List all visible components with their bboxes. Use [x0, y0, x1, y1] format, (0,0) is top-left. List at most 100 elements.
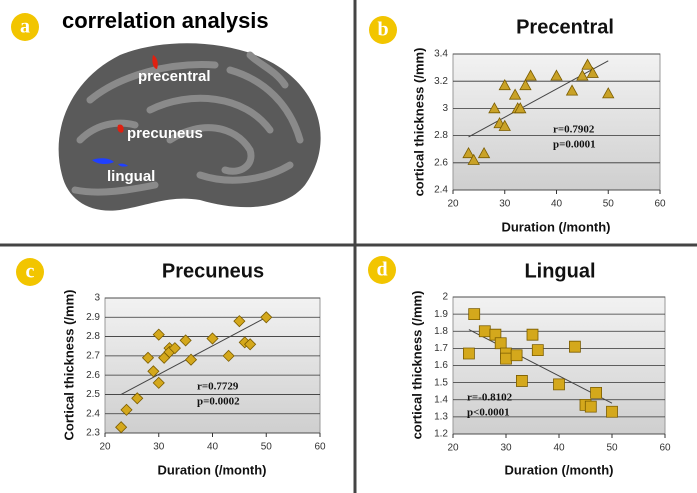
- panel-letter: a: [20, 16, 30, 38]
- panel-letter: d: [376, 259, 387, 281]
- annotation: p=0.0001: [553, 139, 596, 151]
- panel-badge: [11, 13, 39, 41]
- point: [531, 344, 544, 356]
- y-tick-label: 3.4: [434, 49, 448, 60]
- point: [206, 332, 219, 345]
- annotation: p<0.0001: [467, 407, 510, 419]
- point: [565, 84, 579, 96]
- cluster: [92, 158, 114, 165]
- point: [519, 78, 532, 91]
- x-tick-label: 20: [99, 442, 111, 453]
- y-axis-label: cortical thickness (/mm): [411, 48, 426, 197]
- point: [462, 146, 475, 159]
- trendline: [468, 60, 609, 138]
- point: [131, 392, 144, 405]
- annotation: p=0.0002: [197, 396, 240, 408]
- gyri: [71, 51, 304, 196]
- point: [477, 146, 491, 159]
- x-tick-label: 40: [551, 199, 563, 210]
- chart-title: Precuneus: [162, 260, 264, 282]
- point: [468, 308, 481, 321]
- y-tick-label: 1.7: [434, 343, 448, 354]
- x-tick-label: 20: [447, 443, 459, 454]
- cluster: [152, 55, 158, 69]
- y-tick-label: 3.2: [434, 76, 448, 87]
- panel-letter: c: [26, 261, 35, 283]
- y-tick-label: 1.4: [434, 394, 448, 405]
- annotation: r=0.7729: [197, 381, 239, 393]
- y-tick-label: 1.6: [434, 360, 448, 371]
- point: [569, 340, 581, 353]
- y-tick-label: 1.9: [434, 309, 448, 320]
- point: [500, 352, 512, 365]
- point: [553, 378, 565, 391]
- trendline: [468, 329, 613, 404]
- y-tick-label: 2.4: [434, 185, 448, 196]
- x-tick-label: 30: [499, 199, 511, 210]
- point: [168, 342, 181, 355]
- point: [524, 69, 537, 81]
- y-tick-label: 2.9: [86, 312, 100, 323]
- y-tick-label: 1.3: [434, 412, 448, 423]
- point: [494, 337, 507, 350]
- point: [602, 87, 615, 99]
- point: [260, 311, 273, 324]
- point: [179, 334, 192, 347]
- x-axis-label: Duration (/month): [501, 219, 610, 234]
- x-axis-label: Duration (/month): [157, 462, 266, 477]
- x-tick-label: 50: [261, 442, 273, 453]
- x-tick-label: 30: [500, 443, 512, 454]
- x-tick-label: 30: [153, 442, 165, 453]
- point: [184, 353, 198, 366]
- x-tick-label: 40: [553, 443, 565, 454]
- point: [120, 403, 133, 416]
- panel-title: correlation analysis: [62, 8, 269, 33]
- x-axis-label: Duration (/month): [504, 462, 613, 477]
- y-tick-label: 2.8: [86, 331, 100, 342]
- y-tick-label: 1.5: [434, 377, 448, 388]
- point: [606, 405, 618, 418]
- point: [550, 69, 563, 81]
- region-label: lingual: [107, 168, 155, 185]
- point: [498, 78, 511, 91]
- point: [516, 375, 528, 387]
- point: [152, 376, 165, 389]
- point: [467, 153, 480, 165]
- y-tick-label: 2.4: [86, 408, 100, 419]
- x-tick-label: 50: [606, 443, 618, 454]
- point: [586, 66, 599, 78]
- point: [463, 347, 475, 360]
- point: [222, 349, 235, 362]
- y-tick-label: 1.2: [434, 429, 448, 440]
- point: [514, 102, 527, 114]
- y-tick-label: 2.3: [86, 428, 100, 439]
- panel-badge: [369, 16, 397, 44]
- point: [526, 328, 539, 341]
- y-tick-label: 2.7: [86, 350, 100, 361]
- point: [115, 421, 128, 434]
- point: [152, 328, 165, 341]
- y-tick-label: 3: [94, 293, 100, 304]
- chart-title: Lingual: [524, 260, 595, 282]
- chart: c Precuneus 2.3 2.4 2.5 2.6 2.7 2.8 2.9 3 20 30 40 50…: [16, 258, 326, 477]
- chart: d Lingual 1.2 1.3 1.4 1.5 1.6 1.7 1.8 1.9 2 20 30 40 5…: [368, 256, 671, 477]
- y-tick-label: 3: [442, 103, 448, 114]
- point: [141, 351, 155, 364]
- y-axis-label: Cortical thickness (/mm): [61, 290, 76, 441]
- x-tick-label: 60: [654, 199, 666, 210]
- point: [508, 88, 522, 100]
- x-tick-label: 60: [659, 443, 671, 454]
- x-tick-label: 20: [447, 199, 459, 210]
- x-tick-label: 50: [603, 199, 615, 210]
- panel-letter: b: [377, 19, 388, 41]
- cluster: [118, 163, 128, 167]
- annotation: r=0.7902: [553, 124, 595, 136]
- panel-badge: [16, 258, 44, 286]
- chart: b Precentral 2.4 2.6 2.8 3 3.2 3.4 20 30 40 50 60 Dur…: [369, 16, 666, 234]
- point: [147, 365, 160, 378]
- region-label: precuneus: [127, 125, 203, 142]
- point: [244, 338, 257, 351]
- panel-badge: [368, 256, 396, 284]
- chart-title: Precentral: [516, 16, 614, 38]
